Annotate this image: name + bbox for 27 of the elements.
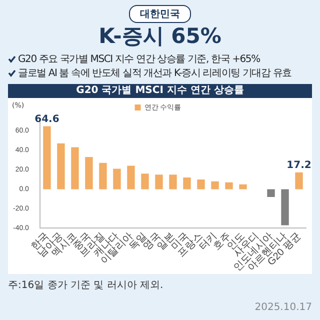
bar bbox=[197, 179, 205, 190]
bar bbox=[57, 143, 65, 190]
data-label: 64.6 bbox=[34, 114, 60, 125]
bar bbox=[85, 157, 93, 190]
text: 대한민국 bbox=[129, 5, 191, 23]
bar bbox=[169, 174, 177, 190]
bar bbox=[183, 178, 191, 190]
bar bbox=[267, 189, 275, 197]
bar bbox=[225, 182, 233, 190]
chart-subtitle: G20 국가별 MSCI 지수 연간 상승률 bbox=[8, 84, 312, 98]
text: 글로벌 AI 붐 속에 반도체 실적 개선과 K-증시 리레이팅 기대감 유효 bbox=[17, 68, 292, 80]
bar bbox=[295, 172, 303, 190]
bar bbox=[239, 184, 247, 190]
bar bbox=[127, 166, 135, 190]
bar bbox=[141, 174, 149, 190]
bar bbox=[281, 189, 289, 226]
bar bbox=[43, 126, 51, 190]
chart-title: K-증시 65% bbox=[98, 23, 222, 50]
text: G20 주요 국가별 MSCI 지수 연간 상승률 기준, 한국 +65% bbox=[17, 54, 261, 66]
data-label: 17.2 bbox=[286, 160, 312, 172]
bar bbox=[155, 174, 163, 190]
bar bbox=[113, 168, 121, 190]
bar bbox=[71, 147, 79, 190]
text: 2025.10.17 bbox=[254, 302, 312, 313]
text: 주:16일 종가 기준 및 러시아 제외. bbox=[8, 279, 164, 292]
bar bbox=[99, 162, 107, 190]
bar bbox=[211, 181, 219, 190]
